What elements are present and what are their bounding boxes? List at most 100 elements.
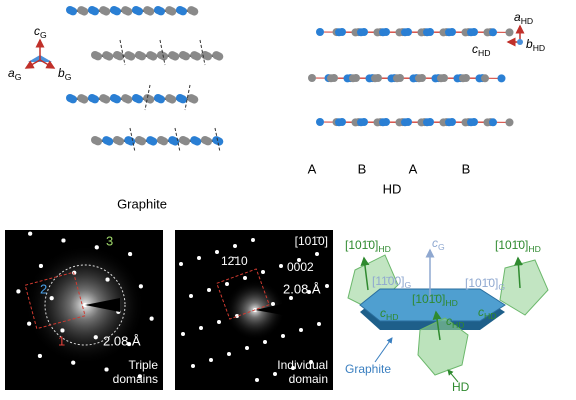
- spot-label: 0002: [287, 260, 314, 274]
- label-main: a: [8, 66, 15, 80]
- spot: [127, 342, 132, 347]
- spot: [315, 252, 319, 256]
- spot: [27, 321, 32, 326]
- spot: [37, 353, 42, 358]
- label-main: [101̄0]: [412, 292, 445, 306]
- label-main: [101̄0]: [495, 238, 528, 252]
- spot: [263, 340, 267, 344]
- label-sub: G: [498, 282, 505, 292]
- atom: [149, 137, 158, 146]
- orientation-label: cHD: [478, 305, 496, 321]
- atom: [124, 7, 133, 16]
- label-sub: HD: [478, 48, 490, 58]
- atom-layer: [66, 94, 199, 104]
- atom: [316, 118, 324, 126]
- atom: [138, 137, 146, 146]
- atom: [179, 95, 187, 104]
- atom: [182, 52, 190, 61]
- beam-stop: [255, 300, 300, 318]
- atom: [308, 74, 316, 82]
- label-sub: HD: [521, 16, 533, 26]
- label-sub: HD: [484, 311, 496, 321]
- atom-layer: [308, 74, 506, 83]
- atom: [418, 74, 426, 82]
- atom: [338, 118, 346, 126]
- atom: [94, 137, 102, 146]
- structures: [66, 6, 514, 153]
- atom: [505, 28, 514, 37]
- pointer-arrow: [447, 369, 459, 383]
- spot: [71, 360, 76, 365]
- diffraction-spots: [16, 231, 329, 382]
- atom: [113, 7, 121, 16]
- spot: [289, 296, 293, 300]
- axis-label: cHD: [472, 42, 490, 58]
- atom: [157, 95, 165, 104]
- orientation-label: [11̄00]G: [372, 274, 411, 290]
- atom: [160, 137, 168, 146]
- spot: [28, 231, 33, 236]
- spot: [93, 335, 98, 340]
- atom: [396, 74, 404, 82]
- spot: [245, 346, 249, 350]
- spot: [209, 358, 213, 362]
- spot: [137, 374, 142, 379]
- atom: [182, 137, 190, 146]
- spot: [49, 296, 54, 301]
- atom: [69, 7, 77, 16]
- hd-crystal: [499, 259, 549, 316]
- spot: [251, 238, 255, 242]
- atom: [489, 28, 497, 37]
- spot: [243, 276, 247, 280]
- atom: [168, 95, 177, 104]
- atom: [190, 7, 199, 16]
- model-label: HD: [452, 380, 470, 394]
- atom: [135, 7, 143, 16]
- stacking-label: B: [358, 161, 367, 176]
- atom-layer: [91, 136, 224, 146]
- atom: [352, 74, 360, 82]
- atom: [171, 52, 180, 61]
- spot: [104, 367, 109, 372]
- label-main: b: [526, 37, 533, 51]
- orientation-label: [101̄0]HD: [345, 238, 391, 254]
- spot: [233, 244, 237, 248]
- spot: [197, 256, 201, 260]
- atom: [102, 95, 111, 104]
- atom: [374, 74, 382, 82]
- atom: [448, 28, 456, 36]
- label-sub: G: [404, 280, 411, 290]
- dashed-bond: [119, 39, 126, 66]
- orientation-label: [101̄0]HD: [495, 238, 541, 254]
- spot: [138, 284, 143, 289]
- atom-layer: [316, 118, 514, 127]
- atom: [102, 7, 111, 16]
- spot: [16, 289, 21, 294]
- spacing-label: 2.08 Å: [283, 281, 321, 296]
- atom: [190, 95, 199, 104]
- axis-label: aHD: [514, 10, 533, 26]
- zone-axis: [101̄0]: [295, 234, 328, 248]
- spot: [297, 258, 301, 262]
- atom: [316, 28, 324, 36]
- label-sub: HD: [386, 312, 398, 322]
- atom: [204, 52, 212, 61]
- atom: [204, 137, 212, 146]
- spot: [179, 262, 183, 266]
- orientation-label: [101̄0]HD: [412, 292, 458, 308]
- spot: [199, 326, 203, 330]
- spot: [61, 238, 66, 243]
- dashed-bond: [129, 127, 136, 153]
- spot: [291, 366, 295, 370]
- axis-dot: [517, 39, 523, 45]
- atom: [135, 95, 143, 104]
- label-main: c: [478, 305, 484, 319]
- atom: [80, 7, 89, 16]
- atom: [481, 74, 489, 83]
- atom: [146, 95, 155, 104]
- atom: [179, 7, 187, 16]
- spot: [128, 252, 133, 257]
- atom: [497, 74, 506, 83]
